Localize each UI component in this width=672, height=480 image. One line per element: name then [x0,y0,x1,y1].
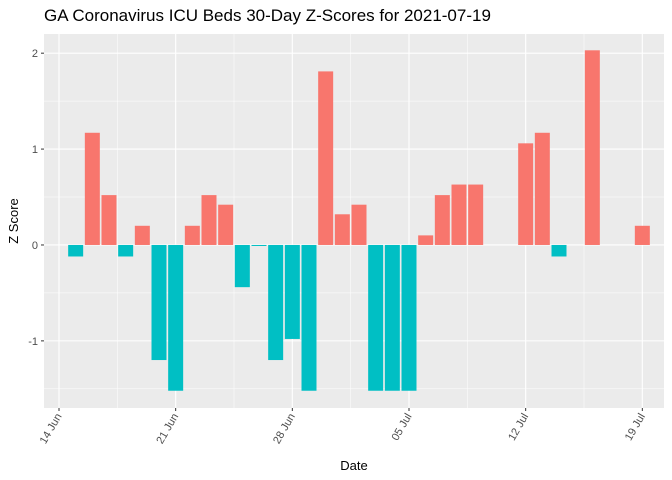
bar-07-jul: 07 Jul: 0.52 [434,195,450,245]
y-tick-label: -1 [28,336,38,348]
bar-08-jul: 08 Jul: 0.63 [451,184,467,245]
bar-02-jul: 02 Jul: 0.42 [351,204,367,245]
bar-03-jul: 03 Jul: -1.52 [368,244,384,391]
y-tick-label: 1 [32,144,38,156]
bar-17-jun: 17 Jun: 0.52 [101,195,117,245]
bar-23-jun: 23 Jun: 0.52 [201,195,217,245]
bar-27-jun: 27 Jun: -1.2 [268,244,284,361]
bar-19-jun: 19 Jun: 0.2 [134,225,150,245]
bar-12-jul: 12 Jul: 1.06 [518,143,534,245]
bar-26-jun: 26 Jun: -0.01 [251,244,267,246]
bar-14-jul: 14 Jul: -0.12 [551,244,567,257]
bar-15-jun: 15 Jun: -0.12 [68,244,84,257]
bar-24-jun: 24 Jun: 0.42 [218,204,234,245]
bar-01-jul: 01 Jul: 0.32 [334,214,350,245]
bar-25-jun: 25 Jun: -0.44 [234,244,250,288]
y-tick-label: 2 [32,48,38,60]
y-tick-label: 0 [32,240,38,252]
y-axis-title: Z Score [6,198,21,244]
bar-18-jun: 18 Jun: -0.12 [118,244,134,257]
bar-29-jun: 29 Jun: -1.52 [301,244,317,391]
chart-title: GA Coronavirus ICU Beds 30-Day Z-Scores … [44,6,491,25]
bar-13-jul: 13 Jul: 1.17 [534,132,550,245]
bar-22-jun: 22 Jun: 0.2 [184,225,200,245]
bars: 15 Jun: -0.1216 Jun: 1.1717 Jun: 0.5218 … [68,50,650,391]
bar-05-jul: 05 Jul: -1.52 [401,244,417,391]
bar-20-jun: 20 Jun: -1.2 [151,244,167,361]
x-tick-label: 12 Jul [506,412,531,443]
gridlines [44,34,664,408]
x-axis-ticks: 14 Jun 21 Jun 28 Jun 05 Jul 12 Jul 19 Jul [38,408,648,446]
bar-06-jul: 06 Jul: 0.1 [418,235,434,245]
x-tick-label: 28 Jun [271,412,298,447]
bar-21-jun: 21 Jun: -1.52 [168,244,184,391]
x-tick-label: 19 Jul [623,412,648,443]
x-tick-label: 14 Jun [38,412,65,447]
bar-16-jul: 16 Jul: 2.03 [584,50,600,245]
x-axis-title: Date [340,458,367,473]
y-axis-ticks: -1 0 1 2 [28,48,44,348]
bar-30-jun: 30 Jun: 1.81 [318,71,334,245]
x-tick-label: 05 Jul [390,412,415,443]
bar-19-jul: 19 Jul: 0.2 [634,225,650,245]
bar-04-jul: 04 Jul: -1.52 [384,244,400,391]
x-tick-label: 21 Jun [154,412,181,447]
bar-28-jun: 28 Jun: -0.98 [284,244,300,339]
bar-16-jun: 16 Jun: 1.17 [84,132,100,245]
bar-09-jul: 09 Jul: 0.63 [468,184,484,245]
